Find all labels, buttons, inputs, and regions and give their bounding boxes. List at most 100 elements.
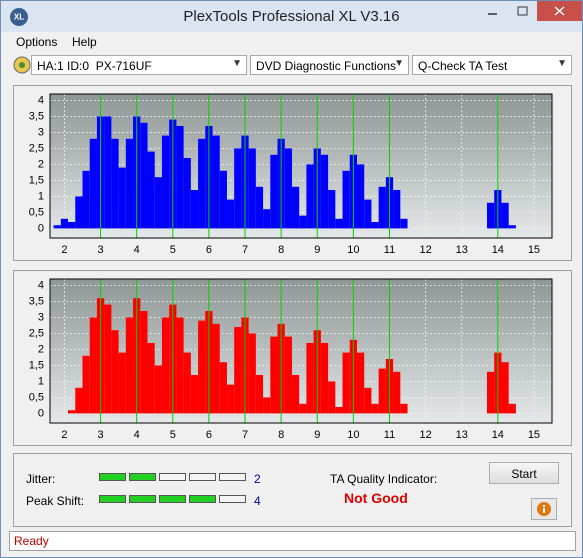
bar [183,158,191,229]
x-tick-label: 15 [528,244,540,256]
bar [161,135,170,229]
bar [198,138,206,229]
bar [263,397,271,414]
bar [104,304,112,414]
bar [364,387,372,414]
bar [364,199,372,229]
y-tick-label: 4 [38,279,44,291]
bar [284,148,292,229]
drive-text: HA:1 ID:0 PX-716UF [37,59,152,73]
x-tick-label: 4 [134,429,140,441]
status-bar: Ready [9,531,576,551]
window-title: PlexTools Professional XL V3.16 [183,8,400,25]
x-tick-label: 5 [170,244,176,256]
meter-box [129,495,156,503]
bar [320,343,329,414]
x-tick-label: 2 [61,244,67,256]
meter-box [189,473,216,481]
bar [82,170,90,229]
y-tick-label: 3,5 [29,110,44,122]
test-select[interactable]: Q-Check TA Test ▼ [412,55,572,75]
bar [176,317,184,414]
bar [284,336,292,414]
bar [212,135,220,229]
bar [299,215,307,229]
x-tick-label: 13 [456,244,468,256]
y-tick-label: 0,5 [29,391,44,403]
bar [140,311,148,414]
icon-text: XL [14,13,24,22]
x-tick-label: 9 [314,244,320,256]
bar [356,352,365,414]
bar [68,222,76,229]
status-text: Ready [14,534,49,548]
bar [183,352,191,414]
function-select[interactable]: DVD Diagnostic Functions ▼ [250,55,409,75]
plot-border [49,278,553,424]
info-button[interactable] [531,498,557,520]
bar [335,407,343,414]
bar [248,148,256,229]
menu-help[interactable]: Help [72,35,97,49]
y-tick-label: 1 [38,190,44,202]
x-tick-label: 14 [492,244,504,256]
bar [161,317,170,414]
bar [125,138,134,229]
test-text: Q-Check TA Test [418,59,508,73]
plot-border [49,93,553,239]
bar [320,154,329,229]
results-panel: Jitter: 2 Peak Shift: 4 TA Quality Indic… [13,453,572,527]
drive-select[interactable]: HA:1 ID:0 PX-716UF ▼ [31,55,247,75]
x-tick-label: 15 [528,429,540,441]
bar [219,170,227,229]
window-controls[interactable] [471,1,582,23]
bar [291,186,300,229]
bar [154,365,162,414]
bar [400,403,408,414]
bar [356,164,365,229]
bar [342,170,350,229]
meter-box [99,473,126,481]
bar [111,138,119,229]
y-tick-label: 2 [38,158,44,170]
menu-options[interactable]: Options [16,35,58,49]
x-tick-label: 10 [347,244,359,256]
bar [291,375,300,414]
bar [393,190,401,229]
x-tick-label: 5 [170,429,176,441]
bar [378,368,386,414]
y-tick-label: 1 [38,375,44,387]
bar [176,126,184,229]
y-tick-label: 3 [38,126,44,138]
bar [75,387,83,414]
ta-quality-value: Not Good [344,490,408,506]
y-tick-label: 3 [38,311,44,323]
bar [371,403,379,414]
y-tick-label: 0 [38,222,44,234]
jitter-value: 2 [254,472,261,486]
x-tick-label: 2 [61,429,67,441]
bar [118,352,126,414]
x-tick-label: 9 [314,429,320,441]
bar [60,218,69,229]
meter-box [159,495,186,503]
bar [400,218,408,229]
bar [255,186,264,229]
y-tick-label: 2,5 [29,142,44,154]
x-tick-label: 8 [278,429,284,441]
bar [328,190,336,229]
bar [190,190,199,229]
bar [219,362,227,414]
x-tick-label: 7 [242,244,248,256]
bar [234,327,242,414]
start-button[interactable]: Start [489,462,559,484]
bar [335,218,343,229]
bar [508,403,516,414]
x-tick-label: 10 [347,429,359,441]
bar [147,151,155,229]
x-tick-label: 3 [97,429,103,441]
chart-panel: 0 0,5 1 1,5 2 2,5 3 3,5 4 2 3 4 5 6 7 8 9 10 11 12 13 14 15 [13,270,572,446]
bar [378,186,386,229]
bar [248,333,256,414]
